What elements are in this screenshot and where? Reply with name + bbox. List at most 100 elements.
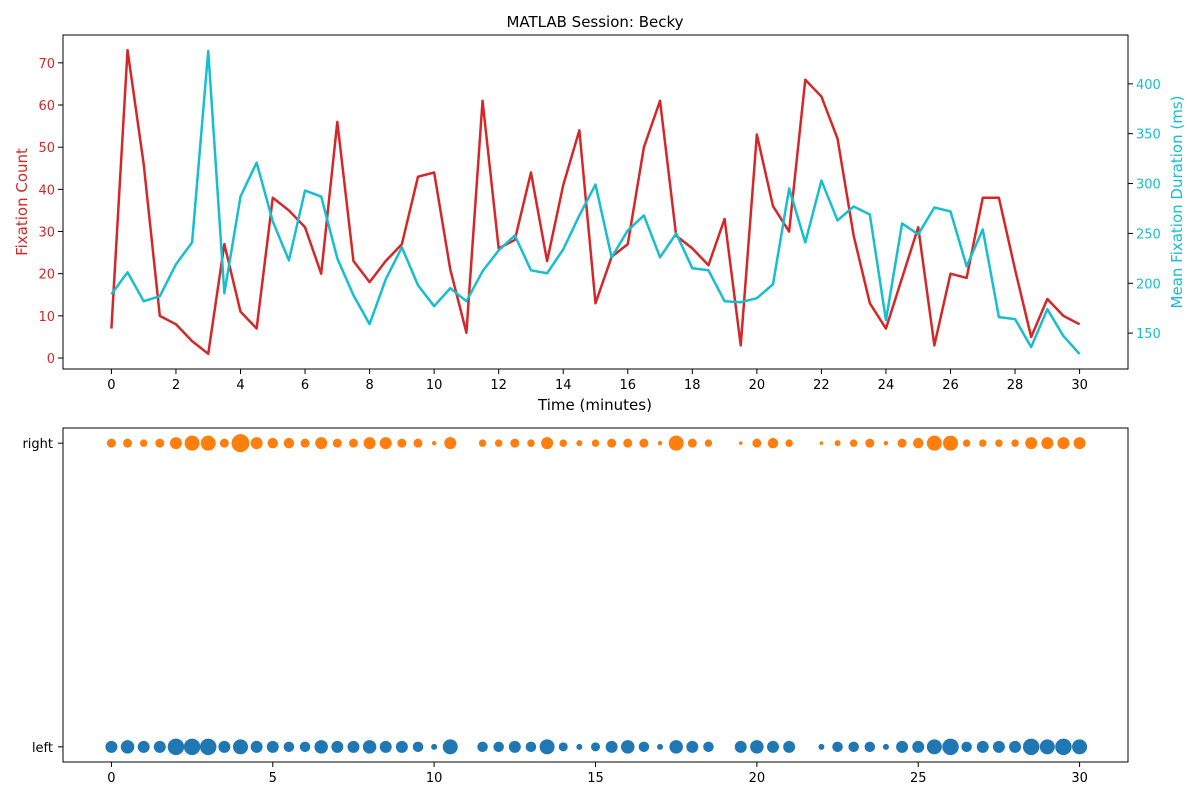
right-eye-point — [865, 438, 875, 448]
x-tick-label: 0 — [107, 378, 115, 393]
bottom-plot: 0 5 10 15 20 25 30 left right — [22, 427, 1129, 786]
right-eye-point — [668, 435, 684, 451]
right-eye-point — [607, 438, 617, 448]
y-tick-label-right: 200 — [1136, 277, 1161, 292]
left-eye-point — [431, 743, 438, 750]
right-eye-point — [767, 437, 779, 449]
top-plot-frame — [62, 34, 1129, 370]
right-eye-point — [1025, 437, 1038, 450]
x-tick-label: 12 — [490, 378, 507, 393]
left-eye-point — [976, 740, 989, 753]
right-eye-point — [962, 439, 971, 447]
x-tick-label: 14 — [555, 378, 572, 393]
right-eye-point — [623, 438, 633, 448]
bottom-y-ticks: left right — [22, 437, 63, 756]
right-eye-point — [943, 435, 958, 451]
left-eye-point — [1055, 738, 1072, 756]
y-tick-label-left: 50 — [38, 141, 55, 156]
right-eye-point — [1041, 437, 1054, 450]
y-tick-label-right: 300 — [1136, 178, 1161, 193]
right-eye-point — [639, 438, 649, 448]
left-eye-point — [266, 740, 279, 753]
left-eye-point — [283, 741, 295, 753]
left-eye-point — [331, 740, 344, 753]
right-eye-point — [849, 439, 858, 447]
left-eye-point — [657, 743, 664, 750]
right-eye-point — [200, 435, 216, 451]
x-tick-label: 4 — [236, 378, 244, 393]
right-eye-point — [541, 437, 554, 450]
y-tick-label-left: 70 — [38, 57, 55, 72]
right-eye-point — [184, 435, 200, 451]
y-axis-label-left: Fixation Count — [13, 148, 31, 256]
bottom-x-tick-label: 15 — [587, 771, 604, 786]
right-eye-point — [819, 441, 824, 445]
right-eye-point — [687, 438, 697, 448]
right-eye-point — [1057, 437, 1070, 450]
right-eye-point — [834, 440, 841, 447]
right-eye-point — [219, 438, 229, 448]
left-eye-point — [558, 742, 568, 752]
right-eye-point — [431, 440, 437, 446]
x-axis-label: Time (minutes) — [537, 396, 652, 414]
right-eye-point — [752, 438, 762, 448]
left-eye-point — [961, 741, 972, 753]
left-eye-point — [1039, 739, 1055, 755]
right-eye-point — [897, 438, 907, 448]
left-eye-point — [153, 740, 166, 753]
x-tick-label: 16 — [619, 378, 636, 393]
right-eye-point — [444, 437, 457, 450]
right-eye-point — [979, 439, 987, 447]
right-eye-point — [300, 438, 310, 448]
left-eye-point — [783, 740, 796, 753]
right-eye-point — [283, 437, 295, 449]
right-eye-point — [332, 438, 342, 448]
left-eye-point — [605, 740, 618, 753]
left-eye-point — [576, 743, 583, 750]
left-eye-point — [669, 740, 683, 754]
y-tick-label-right: 350 — [1136, 128, 1161, 143]
right-eye-point — [478, 439, 487, 447]
left-eye-point — [621, 740, 635, 754]
right-eye-point — [348, 438, 358, 448]
bottom-x-ticks: 0 5 10 15 20 25 30 — [107, 762, 1088, 786]
x-tick-label: 20 — [749, 378, 766, 393]
right-eye-point — [576, 440, 583, 447]
left-eye-point — [882, 743, 889, 750]
bottom-y-tick-label: right — [22, 437, 53, 452]
left-eye-point — [1009, 740, 1022, 753]
bottom-series-layer — [105, 434, 1088, 756]
y-tick-label-right: 400 — [1136, 78, 1161, 93]
y-axis-label-right: Mean Fixation Duration (ms) — [1168, 96, 1186, 309]
top-plot: 0 2 4 6 8 10 12 14 16 18 20 22 24 26 28 30 010203040506… — [13, 34, 1186, 414]
left-eye-point — [493, 741, 504, 753]
top-y-ticks-left: 0 10 20 30 40 50 60 70 — [38, 57, 63, 367]
left-eye-point — [508, 740, 521, 753]
right-eye-point — [123, 438, 133, 448]
left-eye-point — [347, 740, 360, 753]
right-eye-point — [155, 438, 165, 448]
right-eye-point — [559, 439, 567, 447]
y-tick-label-left: 20 — [38, 268, 55, 283]
left-eye-point — [183, 738, 201, 756]
left-eye-point — [477, 741, 488, 753]
left-eye-point — [686, 740, 699, 753]
left-eye-point — [1022, 738, 1040, 756]
fixation-count-line — [110, 48, 1081, 356]
left-eye-point — [992, 740, 1005, 753]
right-eye-point — [510, 438, 520, 448]
right-eye-point — [169, 437, 182, 450]
right-eye-point — [591, 439, 600, 447]
y-tick-label-right: 150 — [1136, 327, 1161, 342]
right-eye-point — [106, 438, 116, 448]
left-eye-point — [233, 739, 248, 755]
left-eye-point — [832, 741, 843, 753]
x-tick-label: 28 — [1007, 378, 1024, 393]
right-eye-point — [363, 437, 376, 450]
right-eye-point — [926, 435, 942, 451]
right-eye-point — [527, 439, 535, 447]
top-x-ticks: 0 2 4 6 8 10 12 14 16 18 20 22 24 26 28 30 — [107, 369, 1088, 393]
left-eye-point — [299, 741, 311, 753]
left-eye-point — [442, 739, 458, 755]
